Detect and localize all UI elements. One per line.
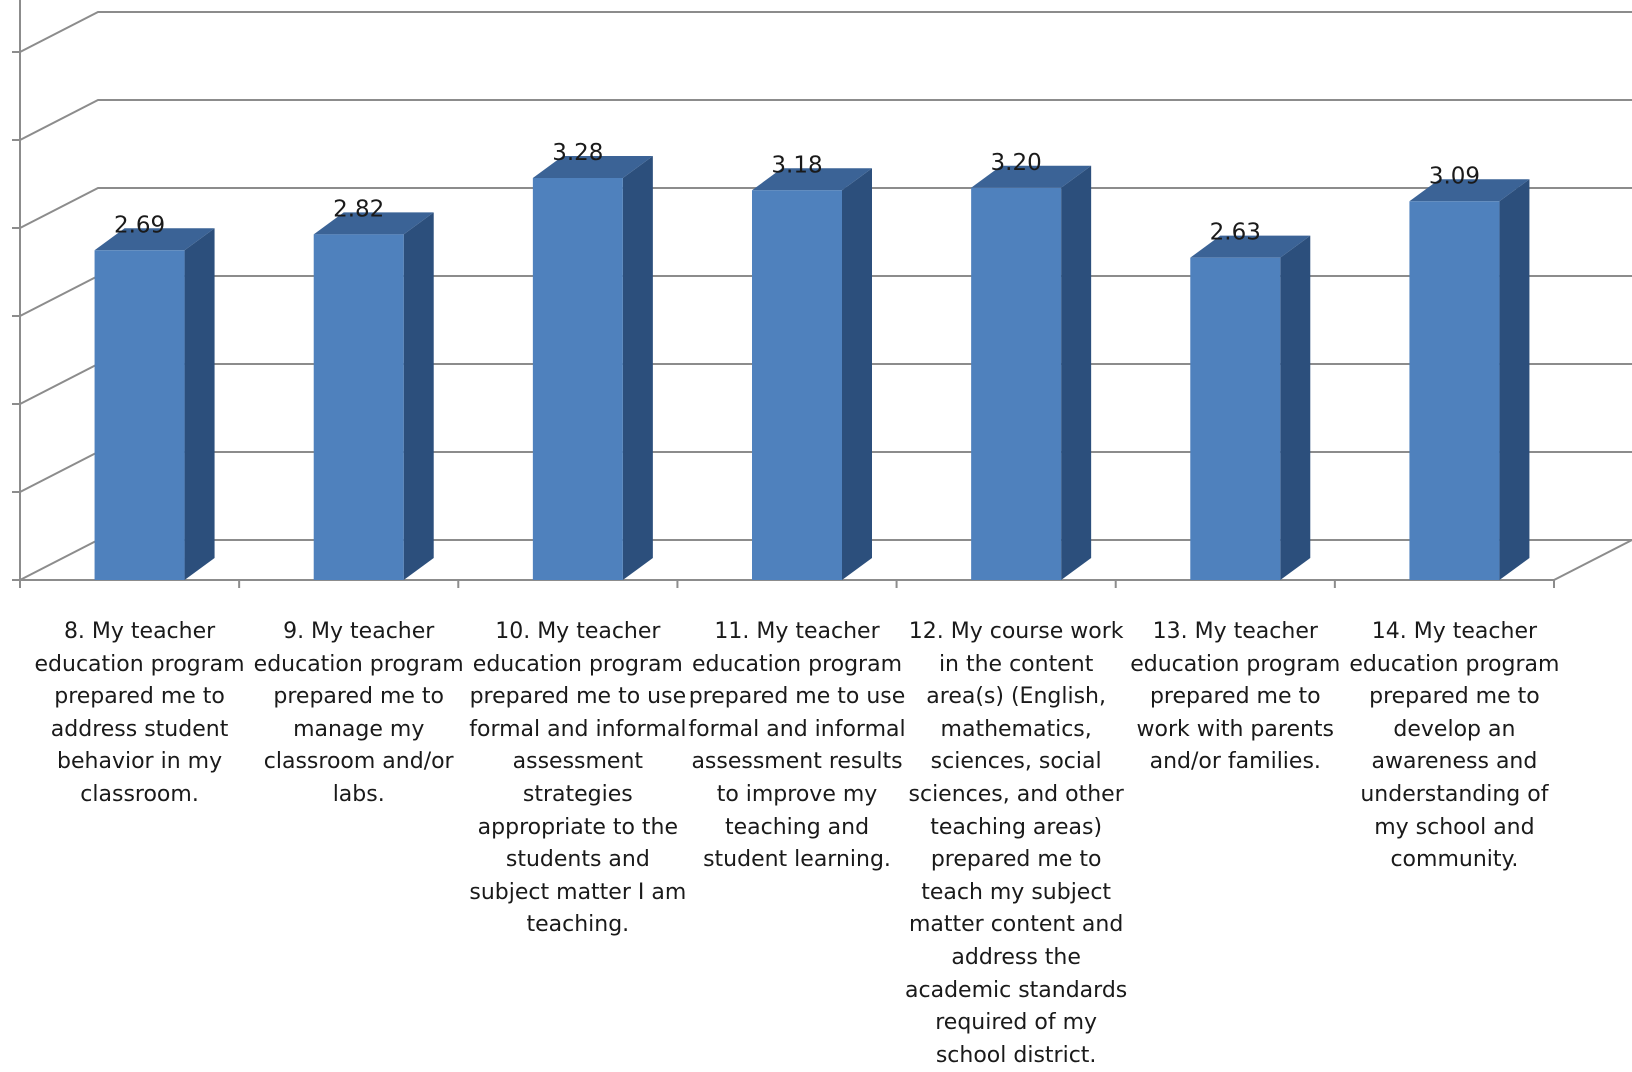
bar [313, 212, 434, 580]
bar-top [752, 168, 872, 191]
bar-front [971, 187, 1062, 580]
value-labels: 2.69 2.82 3.28 3.18 3.20 2.63 3.09 [114, 140, 1480, 246]
bar-side [1499, 179, 1530, 580]
bar-top [1190, 235, 1311, 258]
data-label: 3.28 [552, 140, 603, 166]
bar-side [1280, 235, 1311, 581]
bar-side [1061, 165, 1092, 580]
bars [94, 156, 1530, 581]
bar-side [184, 228, 215, 580]
floor-edge [1553, 539, 1632, 581]
data-label: 2.82 [333, 196, 384, 222]
bar [971, 165, 1092, 580]
data-label: 3.09 [1429, 163, 1480, 189]
gridline [19, 99, 1632, 141]
bar-top [1409, 179, 1530, 202]
bar-side [403, 212, 434, 580]
gridline [19, 187, 1632, 229]
bar-front [532, 178, 623, 580]
data-label: 2.63 [1210, 220, 1261, 246]
data-label: 3.18 [771, 152, 822, 178]
bar-front [313, 234, 404, 580]
bar [532, 156, 653, 580]
bar-front [94, 250, 185, 580]
bar [1409, 179, 1530, 580]
bar-front [752, 190, 842, 580]
bar-front [1190, 257, 1281, 580]
bar-front [1409, 201, 1500, 580]
bar [94, 228, 215, 580]
gridline [19, 11, 1632, 53]
bar [752, 168, 872, 580]
bar-top [313, 212, 434, 235]
bar-top [94, 228, 215, 251]
bar-side [622, 156, 653, 580]
bar-top [532, 156, 653, 178]
data-label: 2.69 [114, 212, 165, 238]
bar [1190, 235, 1311, 581]
bar-top [971, 165, 1092, 188]
data-label: 3.20 [991, 150, 1042, 176]
bar-side [842, 168, 872, 580]
